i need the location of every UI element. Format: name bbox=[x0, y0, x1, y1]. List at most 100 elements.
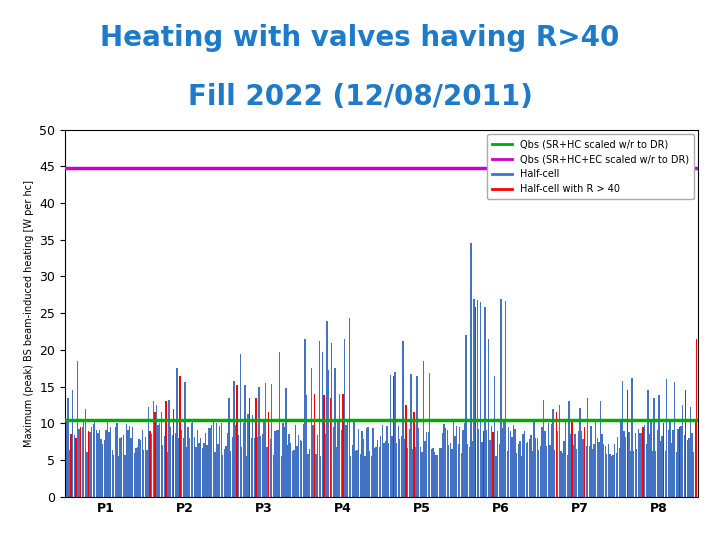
Bar bbox=[541, 427, 543, 497]
Bar bbox=[587, 397, 588, 497]
Bar bbox=[274, 431, 276, 497]
Bar bbox=[194, 437, 195, 497]
Bar bbox=[310, 368, 312, 497]
Bar bbox=[261, 434, 263, 497]
Bar bbox=[502, 428, 503, 497]
Bar bbox=[78, 429, 80, 497]
Bar bbox=[475, 307, 477, 497]
Bar bbox=[388, 443, 390, 497]
Bar bbox=[336, 447, 337, 497]
Bar bbox=[355, 451, 356, 497]
Bar bbox=[396, 442, 397, 497]
Bar bbox=[672, 430, 674, 497]
Bar bbox=[312, 425, 313, 497]
Bar bbox=[399, 439, 400, 497]
Bar bbox=[81, 427, 83, 497]
Bar bbox=[178, 438, 179, 497]
Bar bbox=[527, 442, 528, 497]
Bar bbox=[348, 319, 350, 497]
Bar bbox=[366, 428, 367, 497]
Bar bbox=[244, 385, 246, 497]
Bar bbox=[462, 430, 464, 497]
Bar bbox=[67, 397, 68, 497]
Bar bbox=[294, 424, 296, 497]
Bar bbox=[634, 433, 636, 497]
Bar bbox=[302, 424, 304, 497]
Bar bbox=[154, 413, 156, 497]
Bar bbox=[356, 450, 358, 497]
Bar bbox=[351, 445, 353, 497]
Bar bbox=[540, 446, 541, 497]
Bar bbox=[383, 442, 384, 497]
Bar bbox=[616, 453, 617, 497]
Bar bbox=[66, 422, 67, 497]
Bar bbox=[631, 378, 633, 497]
Bar bbox=[77, 361, 78, 497]
Bar bbox=[118, 456, 120, 497]
Bar bbox=[219, 426, 220, 497]
Bar bbox=[89, 433, 91, 497]
Bar bbox=[320, 456, 321, 497]
Bar bbox=[519, 441, 521, 497]
Bar bbox=[124, 455, 125, 497]
Bar bbox=[528, 439, 530, 497]
Bar bbox=[536, 438, 538, 497]
Bar bbox=[94, 421, 96, 497]
Bar bbox=[138, 439, 140, 497]
Bar bbox=[652, 451, 653, 497]
Bar bbox=[416, 376, 418, 497]
Bar bbox=[390, 375, 391, 497]
Bar bbox=[421, 452, 423, 497]
Bar bbox=[592, 449, 593, 497]
Bar bbox=[674, 382, 675, 497]
Bar bbox=[83, 421, 84, 497]
Bar bbox=[200, 438, 202, 497]
Bar bbox=[667, 430, 669, 497]
Bar bbox=[461, 453, 462, 497]
Bar bbox=[429, 374, 431, 497]
Bar bbox=[649, 434, 650, 497]
Bar bbox=[511, 437, 513, 497]
Bar bbox=[183, 438, 184, 497]
Bar bbox=[112, 450, 113, 497]
Bar bbox=[420, 447, 421, 497]
Bar bbox=[500, 299, 502, 497]
Bar bbox=[650, 422, 652, 497]
Bar bbox=[434, 452, 435, 497]
Bar bbox=[666, 379, 667, 497]
Bar bbox=[271, 384, 272, 497]
Bar bbox=[413, 413, 415, 497]
Bar bbox=[467, 444, 469, 497]
Bar bbox=[107, 420, 108, 497]
Y-axis label: Maximum (peak) BS beam-induced heating [W per hc]: Maximum (peak) BS beam-induced heating [… bbox=[24, 180, 34, 447]
Bar bbox=[465, 335, 467, 497]
Bar bbox=[518, 444, 519, 497]
Bar bbox=[379, 447, 380, 497]
Bar bbox=[589, 446, 590, 497]
Bar bbox=[279, 352, 280, 497]
Bar bbox=[268, 413, 269, 497]
Bar bbox=[641, 433, 642, 497]
Bar bbox=[524, 431, 526, 497]
Bar bbox=[73, 435, 75, 497]
Bar bbox=[663, 423, 665, 497]
Bar bbox=[535, 438, 536, 497]
Bar bbox=[257, 437, 258, 497]
Bar bbox=[556, 413, 557, 497]
Bar bbox=[137, 447, 138, 497]
Bar bbox=[489, 441, 490, 497]
Bar bbox=[122, 435, 124, 497]
Bar bbox=[80, 427, 81, 497]
Bar bbox=[513, 424, 514, 497]
Bar bbox=[636, 449, 637, 497]
Bar bbox=[693, 451, 694, 497]
Bar bbox=[682, 405, 683, 497]
Bar bbox=[568, 401, 570, 497]
Bar bbox=[486, 430, 487, 497]
Bar bbox=[494, 376, 495, 497]
Bar bbox=[170, 427, 171, 497]
Bar bbox=[446, 430, 448, 497]
Text: Heating with valves having R>40: Heating with valves having R>40 bbox=[100, 24, 620, 52]
Bar bbox=[293, 450, 294, 497]
Bar bbox=[440, 448, 441, 497]
